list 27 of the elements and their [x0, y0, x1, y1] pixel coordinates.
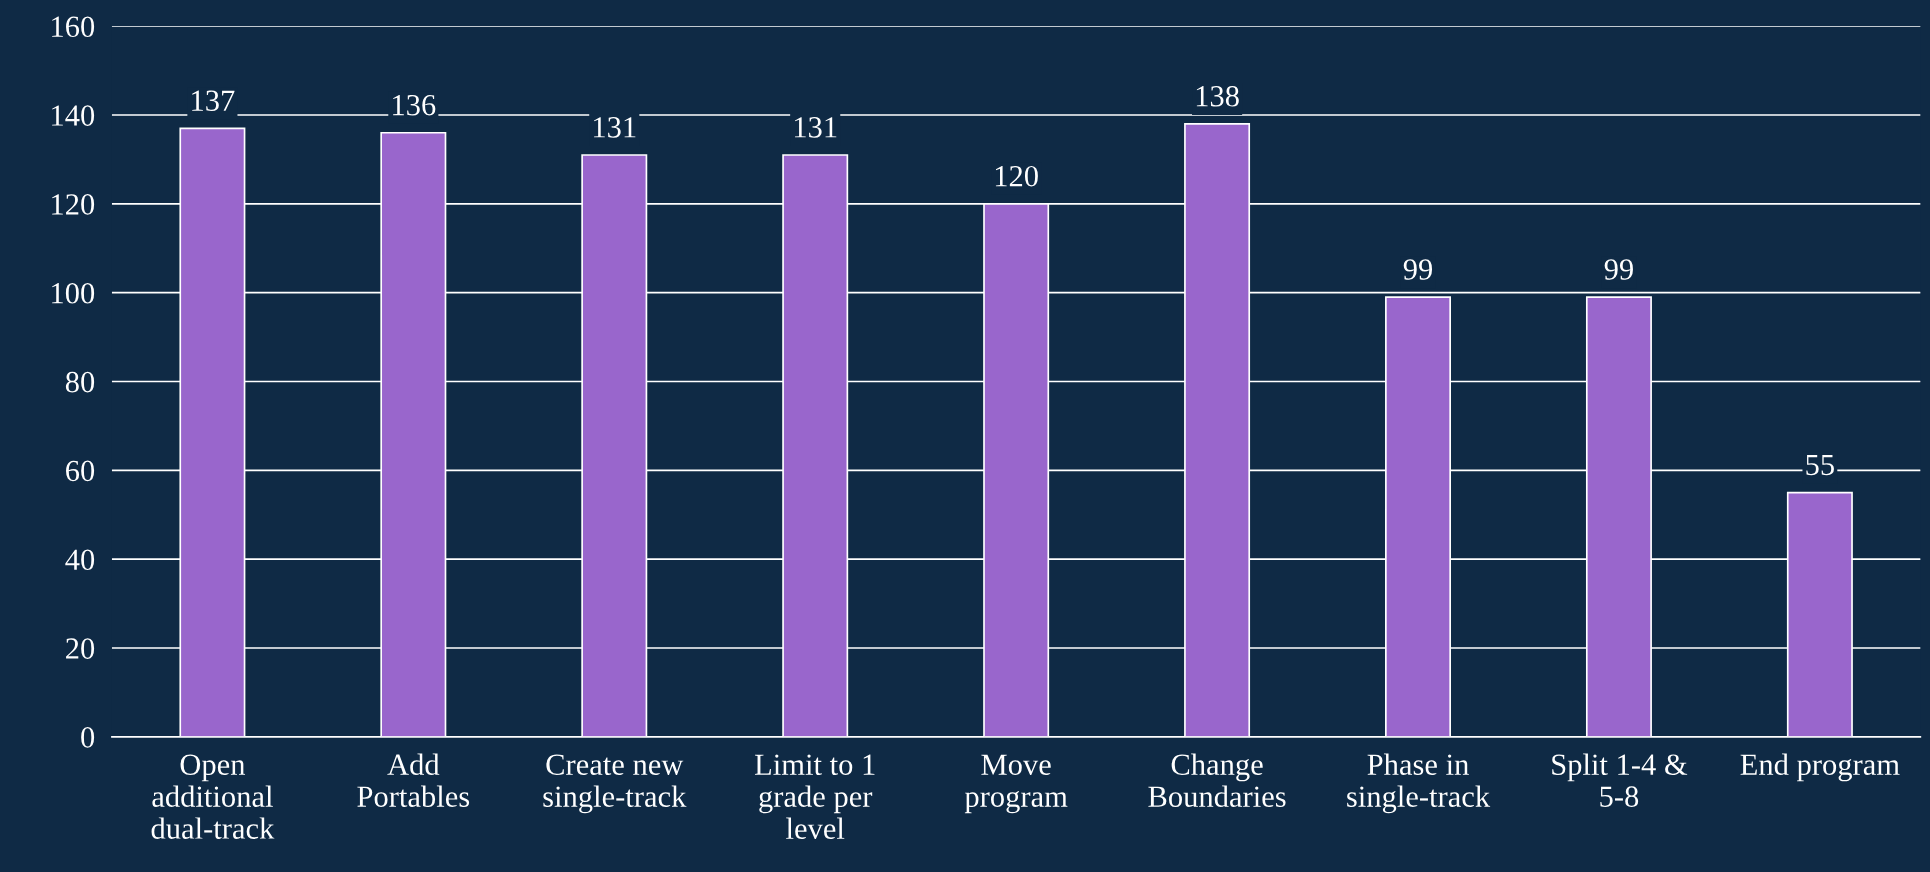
x-tick-label: Change Boundaries [1148, 753, 1286, 808]
x-tick-label: Split 1-4 & 5-8 [1552, 753, 1688, 807]
data-label: 138 [1196, 85, 1239, 107]
x-tick-label: Limit to 1 grade per level [754, 754, 875, 839]
y-tick-label: 40 [65, 549, 95, 571]
data-label: 131 [594, 117, 636, 138]
data-label: 131 [794, 117, 837, 138]
data-label: 120 [995, 165, 1038, 187]
x-tick-label: Add Portables [357, 753, 470, 807]
y-tick-label: 60 [66, 460, 95, 482]
data-label: 99 [1403, 259, 1433, 280]
y-tick-label: 160 [52, 16, 95, 38]
data-label: 137 [192, 90, 235, 111]
y-tick-label: 0 [81, 727, 95, 748]
x-tick-label: End program [1740, 753, 1900, 782]
x-tick-label: Phase in single-track [1347, 753, 1491, 814]
data-label: 55 [1806, 454, 1834, 476]
y-tick-label: 140 [52, 105, 95, 126]
y-tick-label: 20 [66, 638, 95, 659]
data-label: 99 [1604, 259, 1633, 280]
data-label: 136 [393, 94, 436, 116]
x-tick-label: Create new single-track [543, 754, 687, 814]
y-tick-label: 120 [52, 194, 95, 215]
x-tick-label: Move program [964, 754, 1068, 814]
x-tick-label: Open additional dual-track [151, 754, 275, 839]
y-tick-label: 100 [52, 282, 95, 304]
y-tick-label: 80 [65, 371, 95, 393]
